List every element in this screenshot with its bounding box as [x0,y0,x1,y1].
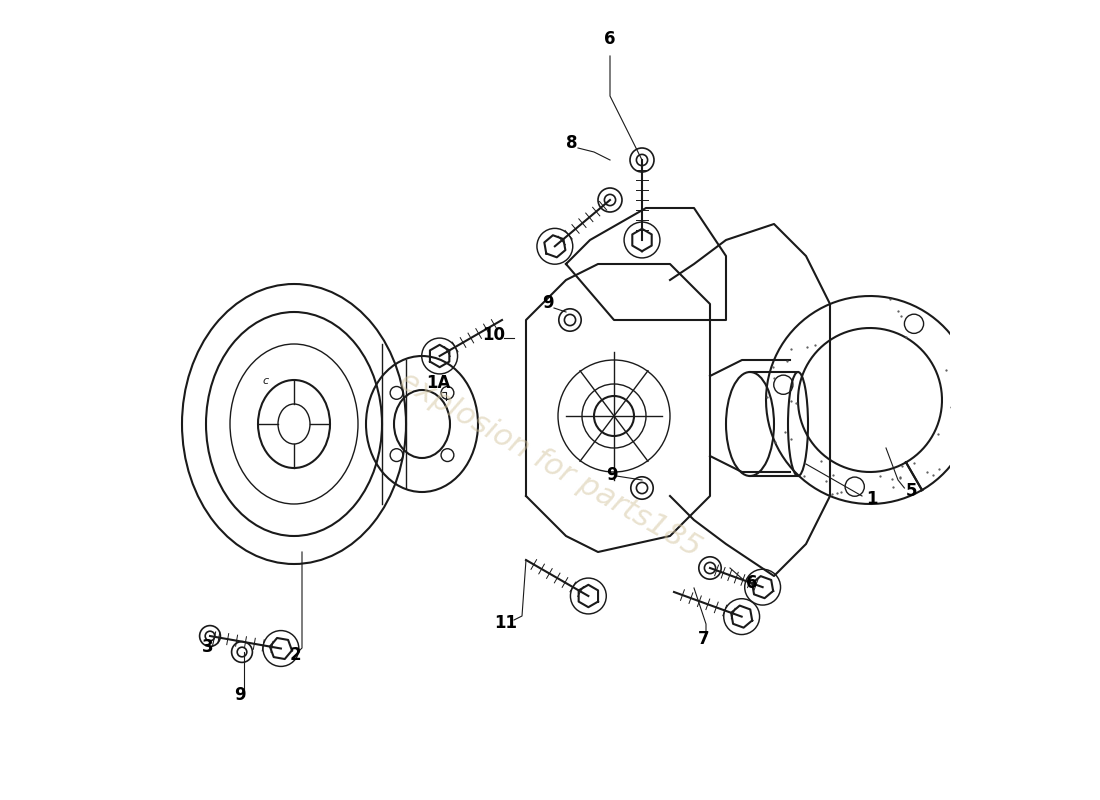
Text: 2: 2 [290,646,301,664]
Text: 7: 7 [698,630,710,648]
Text: c: c [262,376,268,386]
Text: 5: 5 [906,482,917,500]
Text: 9: 9 [606,466,617,484]
Text: 11: 11 [494,614,517,632]
Text: 1A: 1A [426,374,450,392]
Text: 3: 3 [202,638,213,656]
Text: 1: 1 [866,490,878,508]
Text: 8: 8 [566,134,578,152]
Text: 10: 10 [482,326,505,344]
Text: 9: 9 [234,686,245,704]
Text: explosion for parts185: explosion for parts185 [394,366,706,562]
Text: 6: 6 [746,574,758,592]
Text: 9: 9 [542,294,553,312]
Text: 6: 6 [604,30,616,48]
